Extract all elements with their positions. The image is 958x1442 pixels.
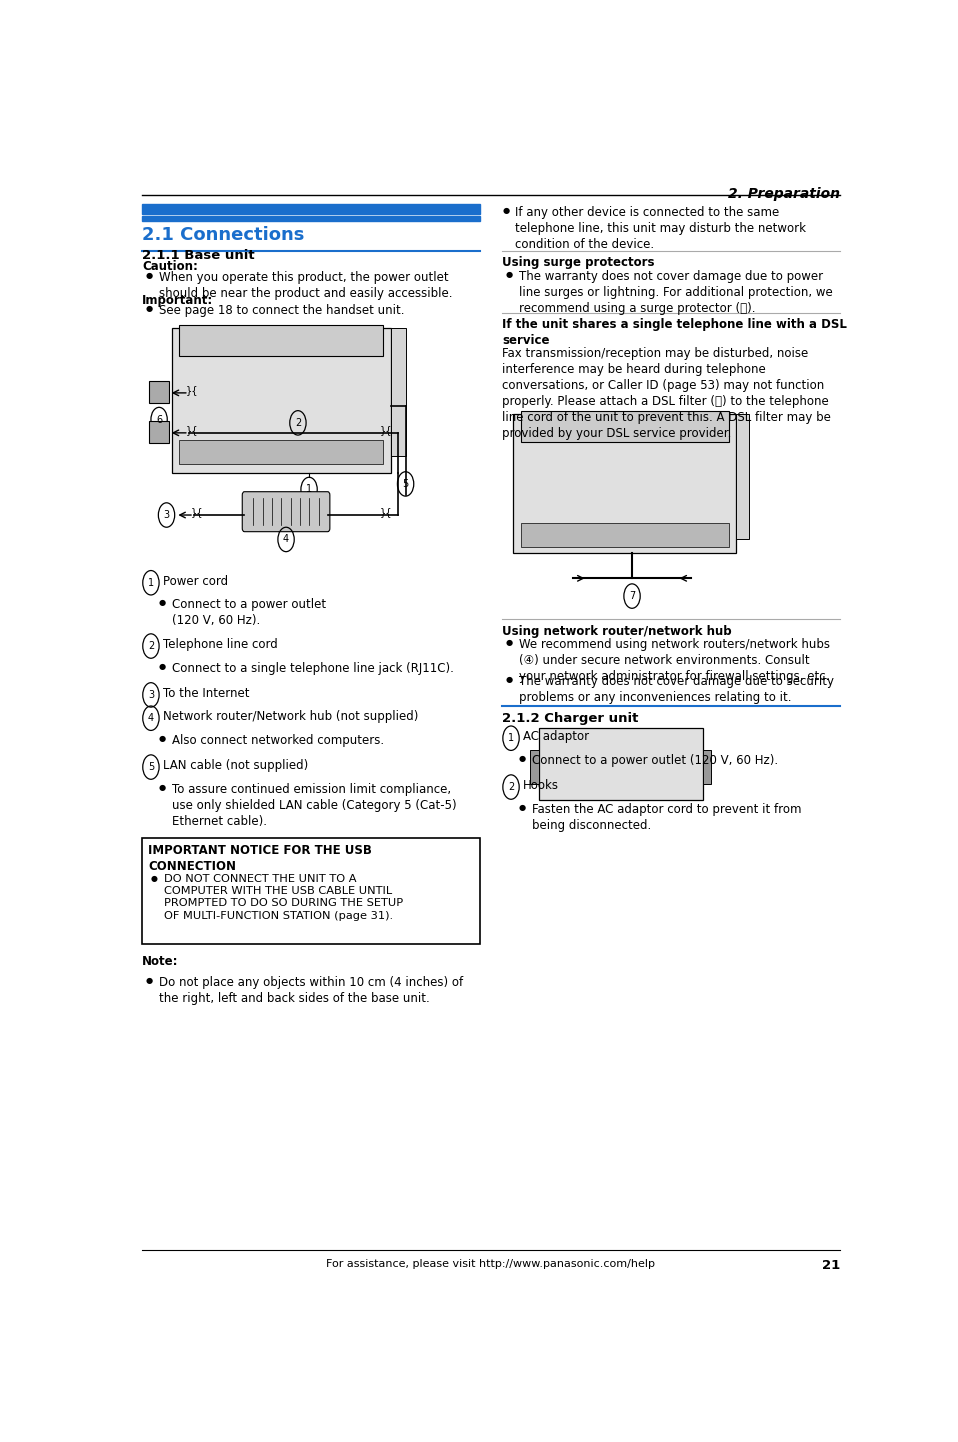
Text: ●: ● (506, 639, 513, 647)
Text: ●: ● (158, 734, 166, 743)
Text: ●: ● (146, 304, 153, 313)
Text: 2.1.1 Base unit: 2.1.1 Base unit (142, 248, 255, 261)
FancyBboxPatch shape (242, 492, 330, 532)
Text: LAN cable (not supplied): LAN cable (not supplied) (163, 760, 308, 773)
Text: Note:: Note: (142, 955, 178, 968)
Text: ●: ● (146, 271, 153, 280)
Text: ●: ● (518, 754, 526, 763)
Text: Also connect networked computers.: Also connect networked computers. (171, 734, 384, 747)
Bar (702, 750, 712, 784)
Text: 6: 6 (156, 414, 162, 424)
Text: Connect to a single telephone line jack (RJ11C).: Connect to a single telephone line jack … (171, 662, 453, 675)
Text: Caution:: Caution: (142, 260, 198, 273)
Text: Power cord: Power cord (163, 575, 228, 588)
Text: Fax transmission/reception may be disturbed, noise
interference may be heard dur: Fax transmission/reception may be distur… (502, 348, 831, 440)
Text: To the Internet: To the Internet (163, 688, 249, 701)
Text: Do not place any objects within 10 cm (4 inches) of
the right, left and back sid: Do not place any objects within 10 cm (4… (159, 976, 464, 1005)
Text: DO NOT CONNECT THE UNIT TO A
COMPUTER WITH THE USB CABLE UNTIL
PROMPTED TO DO SO: DO NOT CONNECT THE UNIT TO A COMPUTER WI… (165, 874, 403, 921)
Bar (539, 728, 702, 800)
Text: ●: ● (506, 675, 513, 684)
Text: ●: ● (158, 662, 166, 671)
Text: Using surge protectors: Using surge protectors (502, 257, 654, 270)
Text: When you operate this product, the power outlet
should be near the product and e: When you operate this product, the power… (159, 271, 452, 300)
Text: If any other device is connected to the same
telephone line, this unit may distu: If any other device is connected to the … (515, 206, 807, 251)
Text: 2: 2 (148, 642, 154, 650)
Text: Hooks: Hooks (523, 779, 559, 792)
Text: 1: 1 (148, 578, 154, 588)
Text: Using network router/network hub: Using network router/network hub (502, 624, 732, 637)
Text: ●: ● (158, 783, 166, 792)
Text: See page 18 to connect the handset unit.: See page 18 to connect the handset unit. (159, 304, 404, 317)
Text: }{: }{ (379, 508, 392, 518)
Text: }{: }{ (186, 385, 198, 395)
Text: 5: 5 (402, 479, 409, 489)
Text: We recommend using network routers/network hubs
(④) under secure network environ: We recommend using network routers/netwo… (519, 639, 831, 684)
Text: ●: ● (506, 270, 513, 278)
Text: 2.1 Connections: 2.1 Connections (142, 226, 305, 244)
Text: 1: 1 (508, 733, 514, 743)
Text: The warranty does not cover damage due to power
line surges or lightning. For ad: The warranty does not cover damage due t… (519, 270, 833, 314)
Text: ●: ● (151, 874, 158, 883)
Text: Connect to a power outlet (120 V, 60 Hz).: Connect to a power outlet (120 V, 60 Hz)… (532, 754, 778, 767)
Text: Connect to a power outlet
(120 V, 60 Hz).: Connect to a power outlet (120 V, 60 Hz)… (171, 598, 326, 627)
Text: Telephone line cord: Telephone line cord (163, 639, 278, 652)
Bar (142, 838, 480, 943)
Text: }{: }{ (186, 425, 198, 435)
Text: 4: 4 (283, 535, 289, 545)
Bar (179, 324, 383, 356)
Text: IMPORTANT NOTICE FOR THE USB
CONNECTION: IMPORTANT NOTICE FOR THE USB CONNECTION (148, 844, 372, 872)
Bar (149, 381, 169, 402)
Text: AC adaptor: AC adaptor (523, 731, 589, 744)
Text: 2: 2 (508, 782, 514, 792)
Text: ●: ● (158, 598, 166, 607)
Bar (179, 440, 383, 464)
Text: For assistance, please visit http://www.panasonic.com/help: For assistance, please visit http://www.… (327, 1259, 655, 1269)
Text: The warranty does not cover damage due to security
problems or any inconvenience: The warranty does not cover damage due t… (519, 675, 834, 704)
Text: To assure continued emission limit compliance,
use only shielded LAN cable (Cate: To assure continued emission limit compl… (171, 783, 456, 828)
Text: 2. Preparation: 2. Preparation (728, 187, 840, 200)
Bar (736, 414, 749, 539)
Text: Network router/Network hub (not supplied): Network router/Network hub (not supplied… (163, 711, 419, 724)
Text: If the unit shares a single telephone line with a DSL
service: If the unit shares a single telephone li… (502, 319, 847, 348)
Bar (142, 203, 480, 213)
Bar (149, 421, 169, 443)
Text: 5: 5 (148, 761, 154, 771)
Text: ●: ● (146, 976, 153, 985)
Text: 3: 3 (148, 689, 154, 699)
Bar (142, 216, 480, 221)
Bar (391, 329, 405, 456)
Bar (521, 411, 728, 441)
Bar (513, 414, 736, 552)
Text: }{: }{ (379, 425, 392, 435)
Text: 1: 1 (306, 485, 312, 495)
Text: }{: }{ (191, 508, 203, 518)
Text: 3: 3 (164, 510, 170, 521)
Bar (521, 523, 728, 547)
Text: 21: 21 (822, 1259, 840, 1272)
Text: ●: ● (502, 206, 510, 215)
Text: 7: 7 (628, 591, 635, 601)
Bar (171, 329, 391, 473)
Text: ●: ● (518, 803, 526, 812)
Text: Fasten the AC adaptor cord to prevent it from
being disconnected.: Fasten the AC adaptor cord to prevent it… (532, 803, 801, 832)
Text: 2.1.2 Charger unit: 2.1.2 Charger unit (502, 711, 638, 724)
Text: 4: 4 (148, 714, 154, 724)
Bar (531, 750, 539, 784)
Text: 2: 2 (295, 418, 301, 428)
Text: Important:: Important: (142, 294, 214, 307)
